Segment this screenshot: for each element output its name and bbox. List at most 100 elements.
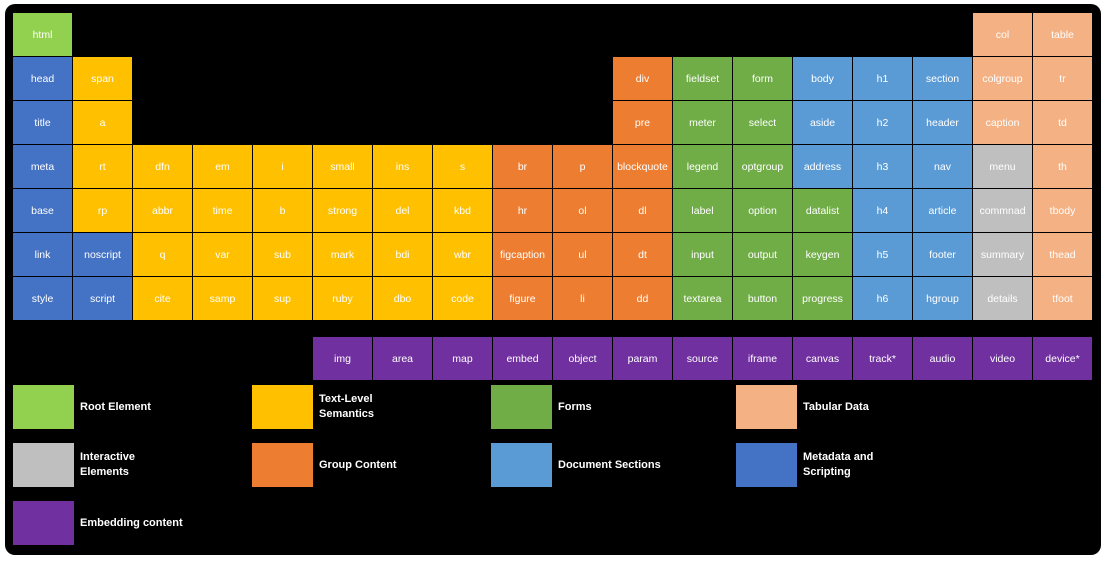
element-cell-tr: tr <box>1033 57 1092 100</box>
element-cell-nav: nav <box>913 145 972 188</box>
element-cell-dbo: dbo <box>373 277 432 320</box>
element-cell-dl: dl <box>613 189 672 232</box>
element-cell-input: input <box>673 233 732 276</box>
legend-item-group: Group Content <box>252 443 482 487</box>
element-cell-map: map <box>433 337 492 380</box>
element-cell-ol: ol <box>553 189 612 232</box>
legend-swatch <box>491 385 552 429</box>
element-cell-hr: hr <box>493 189 552 232</box>
element-cell-thead: thead <box>1033 233 1092 276</box>
element-cell-head: head <box>13 57 72 100</box>
element-cell-rt: rt <box>73 145 132 188</box>
element-cell-dfn: dfn <box>133 145 192 188</box>
element-cell-meta: meta <box>13 145 72 188</box>
element-cell-ruby: ruby <box>313 277 372 320</box>
element-cell-p: p <box>553 145 612 188</box>
legend-swatch <box>13 443 74 487</box>
element-cell-object: object <box>553 337 612 380</box>
element-cell-device: device* <box>1033 337 1092 380</box>
element-cell-strong: strong <box>313 189 372 232</box>
legend-label: Group Content <box>319 458 397 471</box>
element-cell-param: param <box>613 337 672 380</box>
element-cell-th: th <box>1033 145 1092 188</box>
legend-label: Embedding content <box>80 516 183 529</box>
element-cell-time: time <box>193 189 252 232</box>
element-cell-wbr: wbr <box>433 233 492 276</box>
element-cell-li: li <box>553 277 612 320</box>
element-cell-cite: cite <box>133 277 192 320</box>
element-cell-section: section <box>913 57 972 100</box>
element-cell-iframe: iframe <box>733 337 792 380</box>
element-cell-tbody: tbody <box>1033 189 1092 232</box>
element-cell-samp: samp <box>193 277 252 320</box>
element-cell-details: details <box>973 277 1032 320</box>
legend-swatch <box>491 443 552 487</box>
legend-item-text: Text-Level Semantics <box>252 385 482 429</box>
element-cell-img: img <box>313 337 372 380</box>
element-cell-dt: dt <box>613 233 672 276</box>
element-cell-h1: h1 <box>853 57 912 100</box>
legend-item-embedding: Embedding content <box>13 501 243 545</box>
element-cell-h6: h6 <box>853 277 912 320</box>
element-cell-footer: footer <box>913 233 972 276</box>
element-cell-fieldset: fieldset <box>673 57 732 100</box>
legend-label: Metadata and Scripting <box>803 451 874 478</box>
periodic-table-diagram: html col table head span div fieldset form body h… <box>5 4 1101 555</box>
legend-label: Interactive Elements <box>80 451 136 478</box>
element-cell-span: span <box>73 57 132 100</box>
element-cell-var: var <box>193 233 252 276</box>
legend-label: Document Sections <box>558 458 661 471</box>
element-cell-sup: sup <box>253 277 312 320</box>
element-cell-td: td <box>1033 101 1092 144</box>
legend-label: Root Element <box>80 400 151 413</box>
element-cell-source: source <box>673 337 732 380</box>
legend-label: Text-Level Semantics <box>319 393 375 420</box>
legend-label: Forms <box>558 400 592 413</box>
element-cell-optgroup: optgroup <box>733 145 792 188</box>
element-cell-select: select <box>733 101 792 144</box>
legend-item-metadata: Metadata and Scripting <box>736 443 966 487</box>
element-cell-keygen: keygen <box>793 233 852 276</box>
element-cell-del: del <box>373 189 432 232</box>
element-cell-div: div <box>613 57 672 100</box>
element-cell-html: html <box>13 13 72 56</box>
element-cell-a: a <box>73 101 132 144</box>
legend-swatch <box>736 385 797 429</box>
element-cell-style: style <box>13 277 72 320</box>
element-cell-pre: pre <box>613 101 672 144</box>
legend-item-root: Root Element <box>13 385 243 429</box>
element-grid: html col table head span div fieldset form body h… <box>5 4 1101 555</box>
element-cell-abbr: abbr <box>133 189 192 232</box>
element-cell-form: form <box>733 57 792 100</box>
element-cell-rp: rp <box>73 189 132 232</box>
element-cell-summary: summary <box>973 233 1032 276</box>
element-cell-button: button <box>733 277 792 320</box>
element-cell-sub: sub <box>253 233 312 276</box>
element-cell-bdi: bdi <box>373 233 432 276</box>
element-cell-meter: meter <box>673 101 732 144</box>
element-cell-kbd: kbd <box>433 189 492 232</box>
element-cell-aside: aside <box>793 101 852 144</box>
element-cell-commnad: commnad <box>973 189 1032 232</box>
legend-swatch <box>252 385 313 429</box>
element-cell-dd: dd <box>613 277 672 320</box>
element-cell-colgroup: colgroup <box>973 57 1032 100</box>
legend-swatch <box>13 385 74 429</box>
element-cell-legend: legend <box>673 145 732 188</box>
legend-swatch <box>252 443 313 487</box>
element-cell-output: output <box>733 233 792 276</box>
element-cell-br: br <box>493 145 552 188</box>
element-cell-table: table <box>1033 13 1092 56</box>
element-cell-article: article <box>913 189 972 232</box>
element-cell-ins: ins <box>373 145 432 188</box>
element-cell-h4: h4 <box>853 189 912 232</box>
element-cell-ul: ul <box>553 233 612 276</box>
legend-item-interactive: Interactive Elements <box>13 443 243 487</box>
element-cell-audio: audio <box>913 337 972 380</box>
element-cell-tfoot: tfoot <box>1033 277 1092 320</box>
legend-item-sections: Document Sections <box>491 443 721 487</box>
element-cell-base: base <box>13 189 72 232</box>
element-cell-em: em <box>193 145 252 188</box>
element-cell-menu: menu <box>973 145 1032 188</box>
element-cell-figcaption: figcaption <box>493 233 552 276</box>
